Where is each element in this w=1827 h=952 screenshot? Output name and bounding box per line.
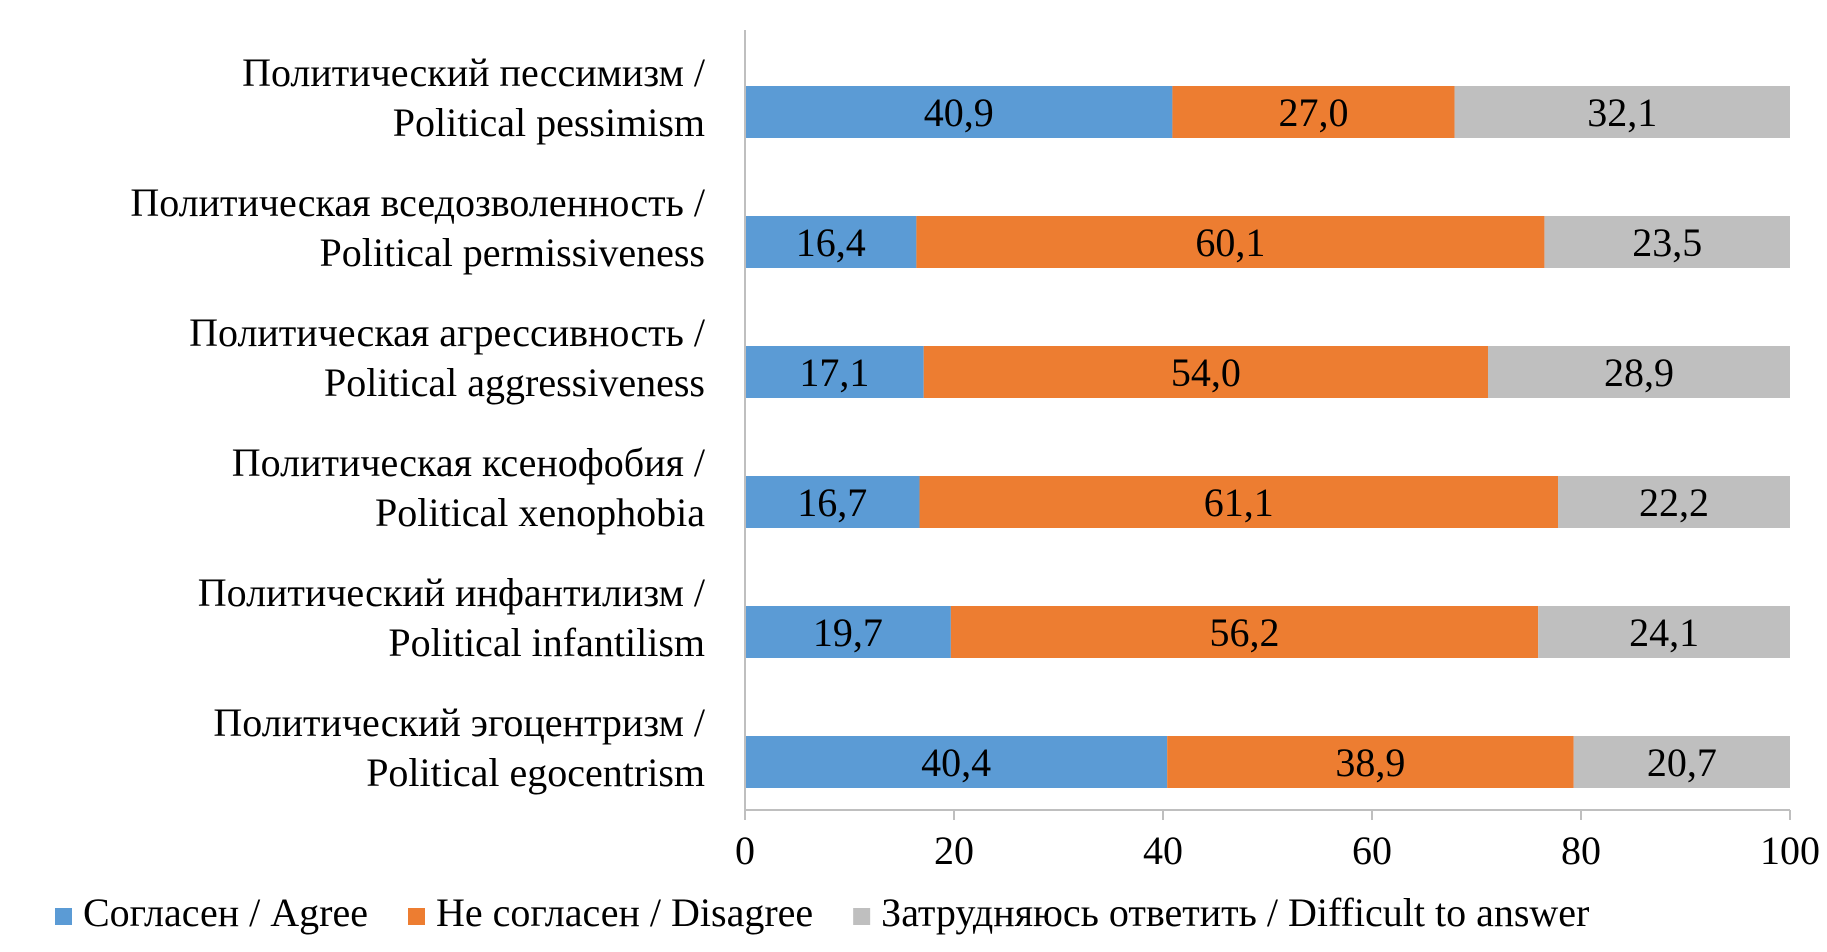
x-tick-label: 100 bbox=[1760, 828, 1820, 873]
bar-value-label: 38,9 bbox=[1335, 740, 1405, 785]
bar-value-label: 56,2 bbox=[1210, 610, 1280, 655]
bar-segment-2-row-4 bbox=[919, 476, 1559, 528]
category-label-line1: Политическая ксенофобия / bbox=[232, 440, 706, 485]
bar-segment-2-row-5 bbox=[950, 606, 1539, 658]
legend-swatch-2 bbox=[408, 908, 425, 925]
category-label-line1: Политический эгоцентризм / bbox=[213, 700, 706, 745]
bar-segment-3-row-6 bbox=[1573, 736, 1790, 788]
legend-swatch-3 bbox=[853, 908, 871, 925]
bar-segment-1-row-5 bbox=[745, 606, 951, 658]
bar-value-label: 32,1 bbox=[1587, 90, 1657, 135]
category-label-line1: Политическая агрессивность / bbox=[189, 310, 706, 355]
bar-segment-2-row-1 bbox=[1172, 86, 1455, 138]
category-label-line2: Political pessimism bbox=[393, 100, 705, 145]
category-label-line1: Политический инфантилизм / bbox=[198, 570, 706, 615]
legend-label-1: Согласен / Agree bbox=[83, 890, 368, 935]
bar-segment-2-row-3 bbox=[923, 346, 1488, 398]
bar-value-label: 20,7 bbox=[1647, 740, 1717, 785]
category-label-line2: Political permissiveness bbox=[319, 230, 705, 275]
bar-segment-1-row-6 bbox=[745, 736, 1168, 788]
x-tick-label: 60 bbox=[1352, 828, 1392, 873]
bar-segment-3-row-1 bbox=[1454, 86, 1790, 138]
bar-value-label: 16,7 bbox=[797, 480, 867, 525]
bar-segment-3-row-5 bbox=[1538, 606, 1790, 658]
bars-layer: 40,9 27,0 32,1 16,4 60,1 23,5 17,1 54,0 28,9 16,7… bbox=[745, 86, 1790, 788]
bar-value-label: 17,1 bbox=[799, 350, 869, 395]
legend: Согласен / Agree Не согласен / Disagree За… bbox=[55, 890, 1589, 935]
x-axis: 0 20 40 60 80 100 bbox=[735, 30, 1820, 873]
x-tick-label: 20 bbox=[934, 828, 974, 873]
bar-value-label: 60,1 bbox=[1195, 220, 1265, 265]
category-label-line1: Политическая вседозволенность / bbox=[130, 180, 706, 225]
bar-segment-1-row-4 bbox=[745, 476, 920, 528]
bar-value-label: 54,0 bbox=[1171, 350, 1241, 395]
bar-segment-2-row-2 bbox=[916, 216, 1545, 268]
x-tick-label: 40 bbox=[1143, 828, 1183, 873]
category-label-line2: Political aggressiveness bbox=[324, 360, 705, 405]
x-tick-label: 0 bbox=[735, 828, 755, 873]
bar-segment-3-row-2 bbox=[1544, 216, 1790, 268]
bar-segment-2-row-6 bbox=[1167, 736, 1574, 788]
category-label-line1: Политический пессимизм / bbox=[242, 50, 706, 95]
bar-value-label: 61,1 bbox=[1204, 480, 1274, 525]
category-label-line2: Political infantilism bbox=[388, 620, 705, 665]
bar-value-label: 19,7 bbox=[813, 610, 883, 655]
bar-segment-1-row-2 bbox=[745, 216, 917, 268]
bar-value-label: 27,0 bbox=[1278, 90, 1348, 135]
bar-value-label: 24,1 bbox=[1629, 610, 1699, 655]
bar-value-label: 40,4 bbox=[921, 740, 991, 785]
category-label-line2: Political egocentrism bbox=[366, 750, 705, 795]
bar-value-label: 28,9 bbox=[1604, 350, 1674, 395]
bar-value-label: 16,4 bbox=[796, 220, 866, 265]
category-labels: Политический пессимизм / Political pessim… bbox=[130, 50, 706, 795]
legend-swatch-1 bbox=[55, 908, 72, 925]
bar-value-label: 22,2 bbox=[1639, 480, 1709, 525]
category-label-line2: Political xenophobia bbox=[375, 490, 705, 535]
bar-segment-1-row-3 bbox=[745, 346, 924, 398]
bar-segment-3-row-3 bbox=[1487, 346, 1790, 398]
bar-value-label: 40,9 bbox=[924, 90, 994, 135]
bar-value-label: 23,5 bbox=[1632, 220, 1702, 265]
bar-segment-1-row-1 bbox=[745, 86, 1173, 138]
legend-label-2: Не согласен / Disagree bbox=[436, 890, 813, 935]
legend-label-3: Затрудняюсь ответить / Difficult to answ… bbox=[881, 890, 1589, 935]
x-tick-label: 80 bbox=[1561, 828, 1601, 873]
bar-segment-3-row-4 bbox=[1558, 476, 1790, 528]
